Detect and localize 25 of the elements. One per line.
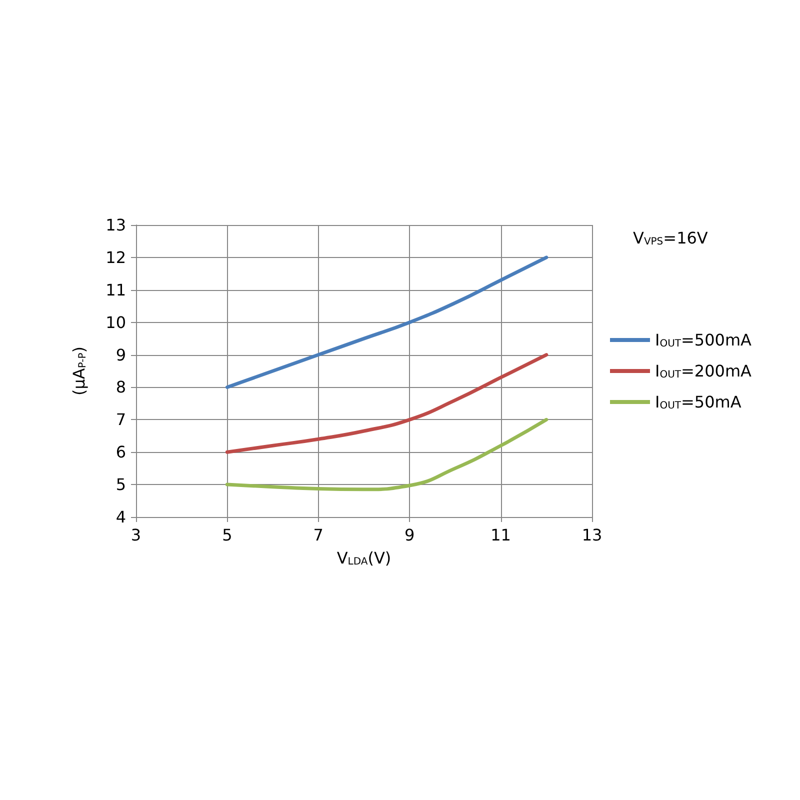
x-axis-title: VLDA(V) [336,548,392,568]
y-tick-label: 10 [106,312,126,332]
x-tick-label: 13 [582,526,602,544]
y-tick-label: 9 [116,345,126,364]
y-tick-label: 7 [116,410,126,430]
y-axis-title: (µAP-P) [70,346,88,396]
y-tick-label: 11 [106,280,126,300]
line-series [225,353,548,454]
legend-label: IOUT=200mA [655,362,752,380]
line-series [225,256,548,389]
x-tick-label: 5 [222,526,232,544]
text: VVPS=16V [633,228,708,248]
y-tick-label: 8 [116,378,126,397]
y-tick-label: 13 [106,216,126,234]
x-tick-label: 11 [490,526,511,544]
x-tick-label: 3 [130,526,142,544]
x-tick-label: 9 [404,526,415,544]
line-series [225,418,548,492]
y-tick-label: 12 [106,248,126,267]
legend-label: IOUT=50mA [655,392,742,412]
y-tick-label: 6 [116,442,126,462]
x-tick-label: 7 [313,526,324,544]
y-tick-label: 5 [116,475,126,494]
legend-label: IOUT=500mA [655,330,752,350]
y-tick-label: 4 [116,508,126,526]
